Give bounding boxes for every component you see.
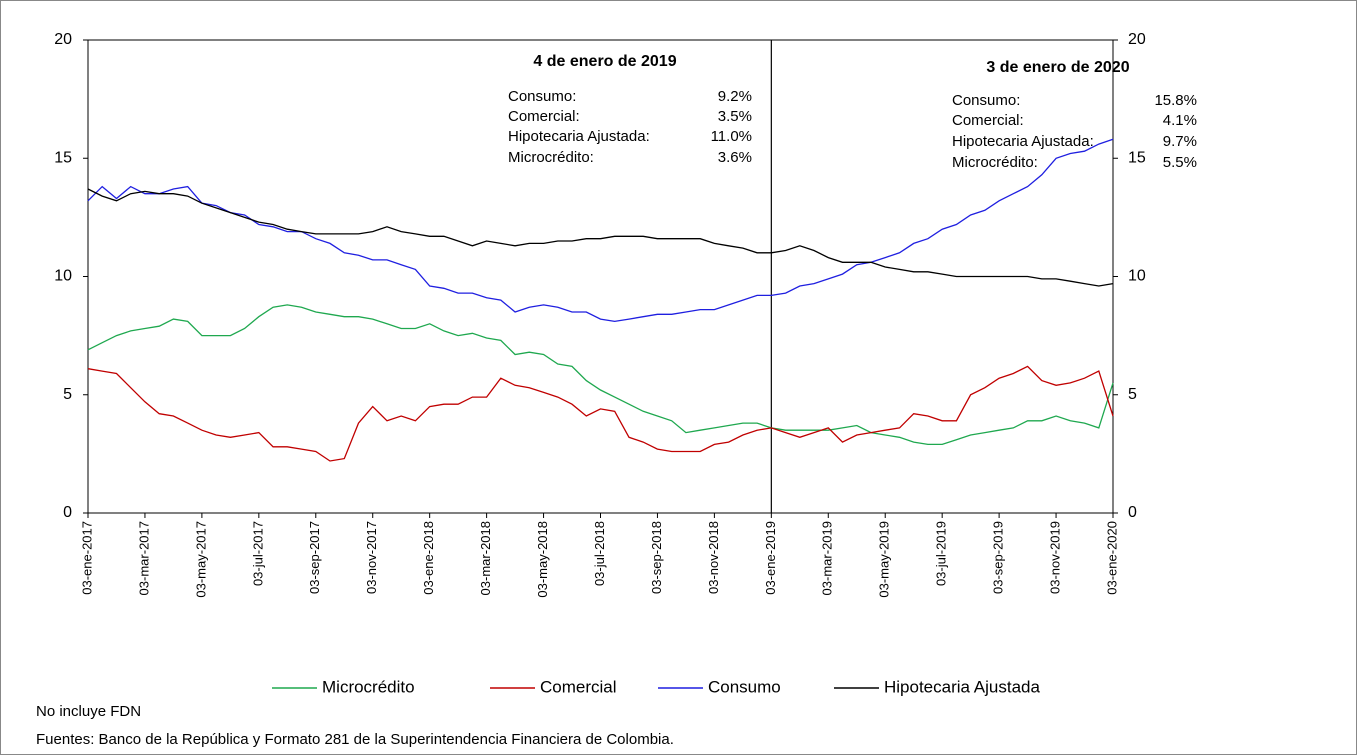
note: Fuentes: Banco de la República y Formato…	[36, 731, 674, 748]
series-line	[87, 304, 1114, 446]
annotation-label: Comercial:	[508, 108, 580, 125]
annotation-label: Consumo:	[508, 88, 576, 105]
annotation-label: Hipotecaria Ajustada:	[508, 128, 650, 145]
annotation-label: Microcrédito:	[508, 149, 594, 166]
x-tick-label: 03-may-2017	[193, 521, 208, 598]
x-tick-label: 03-sep-2017	[307, 521, 322, 594]
note: No incluye FDN	[36, 703, 141, 720]
y-tick-label: 5	[63, 386, 72, 403]
x-tick-label: 03-nov-2017	[364, 521, 379, 594]
annotation-value: 15.8%	[1154, 92, 1197, 109]
x-tick-label: 03-sep-2019	[991, 521, 1006, 594]
x-tick-label: 03-jul-2019	[934, 521, 949, 586]
x-tick-label: 03-ene-2020	[1104, 521, 1119, 595]
annotation-value: 9.7%	[1163, 133, 1197, 150]
x-tick-label: 03-mar-2019	[820, 521, 835, 595]
annotation-title: 3 de enero de 2020	[986, 59, 1129, 76]
annotation-value: 3.6%	[718, 149, 752, 166]
y2-tick-label: 0	[1128, 504, 1137, 521]
x-tick-label: 03-may-2018	[535, 521, 550, 598]
annotation-value: 4.1%	[1163, 112, 1197, 129]
x-tick-label: 03-may-2019	[877, 521, 892, 598]
x-tick-label: 03-mar-2017	[136, 521, 151, 595]
legend-label: Microcrédito	[322, 677, 415, 696]
x-tick-label: 03-ene-2017	[79, 521, 94, 595]
legend-label: Comercial	[540, 677, 617, 696]
x-tick-label: 03-ene-2018	[421, 521, 436, 595]
x-tick-label: 03-nov-2019	[1047, 521, 1062, 594]
annotation-label: Comercial:	[952, 112, 1024, 129]
series-line	[87, 138, 1114, 323]
y-tick-label: 0	[63, 504, 72, 521]
y2-tick-label: 5	[1128, 386, 1137, 403]
x-tick-label: 03-sep-2018	[649, 521, 664, 594]
y-tick-label: 20	[54, 31, 72, 48]
y2-tick-label: 20	[1128, 31, 1146, 48]
x-tick-label: 03-nov-2018	[706, 521, 721, 594]
annotation-value: 11.0%	[711, 128, 752, 145]
x-tick-label: 03-jul-2017	[250, 521, 265, 586]
x-tick-label: 03-mar-2018	[478, 521, 493, 595]
x-tick-label: 03-ene-2019	[763, 521, 778, 595]
annotation-label: Hipotecaria Ajustada:	[952, 133, 1094, 150]
annotation-label: Consumo:	[952, 92, 1020, 109]
annotation-title: 4 de enero de 2019	[533, 53, 676, 70]
annotation-value: 5.5%	[1163, 154, 1197, 171]
y-tick-label: 10	[54, 268, 72, 285]
annotation-value: 3.5%	[718, 108, 752, 125]
series-line	[87, 188, 1114, 287]
y2-tick-label: 10	[1128, 268, 1146, 285]
annotation-label: Microcrédito:	[952, 154, 1038, 171]
x-tick-label: 03-jul-2018	[592, 521, 607, 586]
y-tick-label: 15	[54, 149, 72, 166]
y2-tick-label: 15	[1128, 149, 1146, 166]
annotation-value: 9.2%	[718, 88, 752, 105]
legend-label: Consumo	[708, 677, 781, 696]
series-line	[87, 365, 1114, 462]
legend-label: Hipotecaria Ajustada	[884, 677, 1040, 696]
